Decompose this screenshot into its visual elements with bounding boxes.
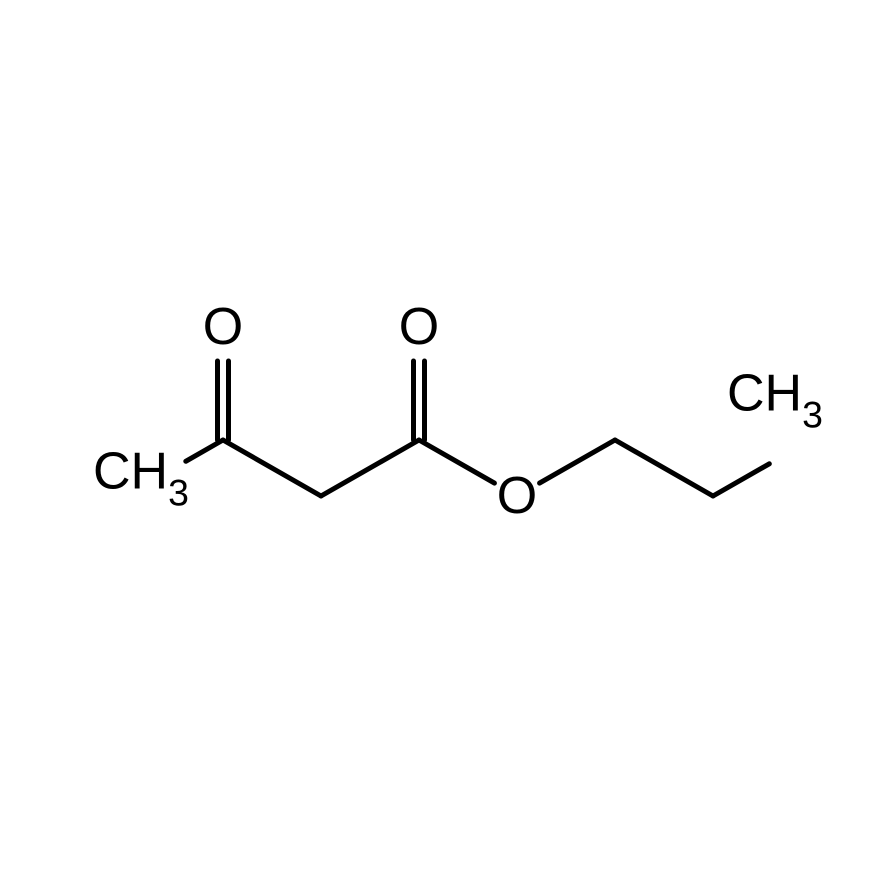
atom-o2: O	[399, 301, 439, 353]
atom-ch3-left: CH3	[93, 446, 189, 507]
atom-o3: O	[497, 470, 537, 522]
atom-ch3-right: CH3	[727, 368, 823, 429]
molecule-canvas: CH3 O O O CH3	[0, 0, 890, 890]
atom-o1: O	[203, 301, 243, 353]
